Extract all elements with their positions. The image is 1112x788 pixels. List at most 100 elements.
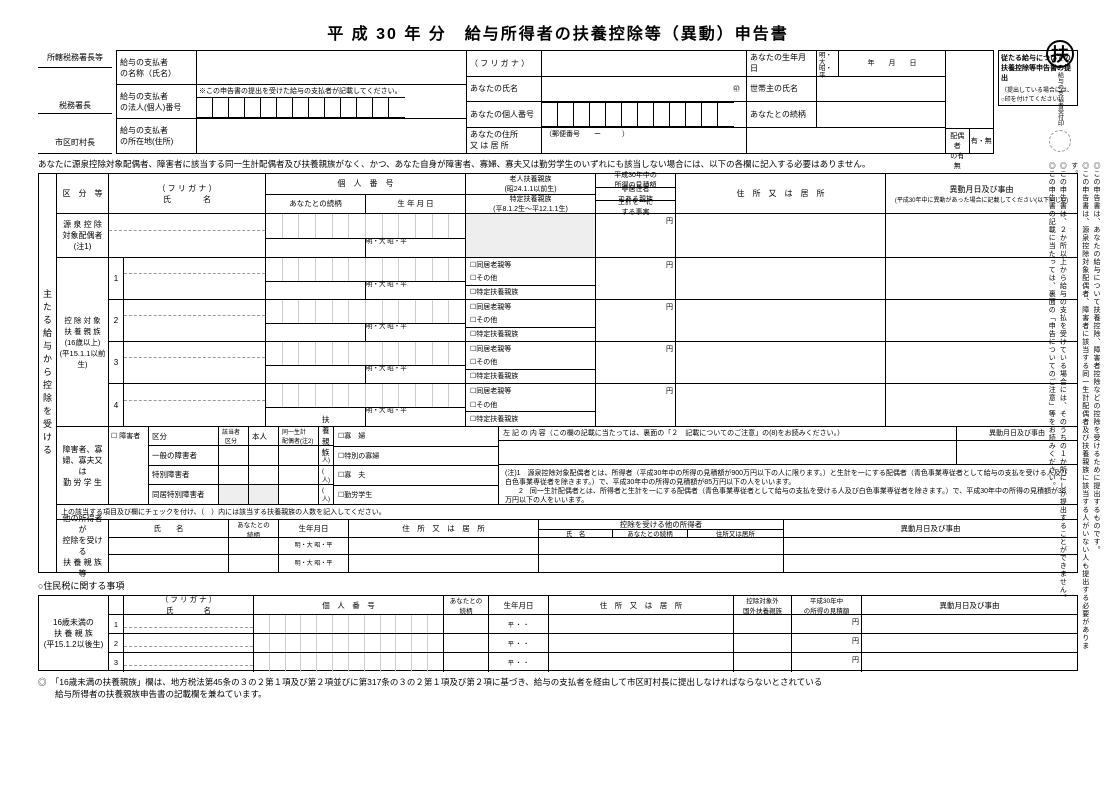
tax-label: 16歳未満の 扶 養 親 族 (平15.1.2以後生) [39, 596, 109, 670]
stamp-label: 給与の支払者受付印 [1056, 72, 1065, 126]
hc-birth: 生 年 月 日 [366, 195, 465, 214]
tax-row-1[interactable]: 1平 ・ ・円 [109, 615, 1077, 634]
tx-h-change: 異動月日及び事由 [862, 596, 1077, 614]
tx-h-addr: 住 所 又 は 居 所 [549, 596, 734, 614]
payer-num-field[interactable]: ※この申告書の提出を受けた給与の支払者が記載してください。 [197, 85, 466, 118]
payer-name-lbl: 給与の支払者 の名称（氏名） [117, 51, 197, 84]
tax-row-2[interactable]: 2平 ・ ・円 [109, 634, 1077, 653]
furigana-field[interactable] [542, 51, 746, 76]
payer-addr-lbl: 給与の支払者 の所在地(住所) [117, 119, 197, 153]
dep-idx-4: 4 [109, 384, 124, 426]
sec-b-label: 控 除 対 象 扶 養 親 族 (16歳以上) (平15.1.1以前生) [57, 258, 109, 426]
sec-a-label: 源 泉 控 除 対象配偶者 (注1) [57, 214, 109, 257]
tx-h-exempt: 控除対象外 国外扶養親族 [734, 596, 792, 614]
payer-num-note: ※この申告書の提出を受けた給与の支払者が記載してください。 [197, 85, 466, 97]
c-th-3: 同一生計 配偶者(注2) [279, 427, 319, 445]
b1-addr[interactable] [676, 258, 886, 299]
hc-est: 平成30年中の 所得の見積額 非居住者 である親族 生計を一に する事実 [596, 174, 676, 213]
b1-num[interactable]: 明・大 昭・平 [266, 258, 466, 299]
hc-kojin: 個 人 番 号 あなたとの続柄 生 年 月 日 [266, 174, 466, 213]
receipt-stamp-area [1049, 130, 1071, 152]
headrel-field[interactable] [817, 102, 945, 127]
era-opts[interactable]: 明・大 昭・平 [817, 51, 839, 76]
header-main: 給与の支払者 の名称（氏名） 給与の支払者 の法人(個人)番号 ※この申告書の提… [116, 50, 994, 154]
d-row-2[interactable]: 明・大 昭・平 [109, 555, 1077, 572]
c-widow-chks[interactable]: 寡 婦 特別の寡婦 寡 夫 勤労学生 [334, 427, 498, 504]
a-num[interactable]: 明・大 昭・平 [266, 214, 466, 257]
dep-row-4[interactable]: 4 明・大 昭・平 同居老親等その他特定扶養親族 円 [109, 384, 1077, 426]
spouse-col: 配偶者 の有無 有・無 [945, 51, 993, 153]
dep-row-2[interactable]: 2 明・大 昭・平 同居老親等その他特定扶養親族 円 [109, 300, 1077, 342]
c-disability-table: 区分 該当者 区分 本人 同一生計 配偶者(注2) 扶養親族 一般の障害者( 人… [149, 427, 334, 504]
dep-idx-3: 3 [109, 342, 124, 383]
main-table: 主たる給与から控除を受ける 区 分 等 （ フ リ ガ ナ ） 氏 名 個 人 … [38, 173, 1078, 573]
payer-name-field[interactable] [197, 51, 466, 84]
b1-cls[interactable]: 同居老親等その他特定扶養親族 [466, 258, 596, 299]
stamp-circle: 扶 [1046, 40, 1074, 68]
section-b: 控 除 対 象 扶 養 親 族 (16歳以上) (平15.1.1以前生) 1 明… [57, 258, 1077, 427]
yournum-field[interactable] [542, 102, 746, 127]
c-th-2: 本人 [249, 427, 279, 445]
col-headers: 区 分 等 （ フ リ ガ ナ ） 氏 名 個 人 番 号 あなたとの続柄 生 … [57, 174, 1077, 214]
right-margin: 扶 給与の支払者受付印 ◎この申告書は、あなたの給与について扶養控除、障害者控除… [1046, 40, 1074, 690]
yournum-lbl: あなたの個人番号 [467, 102, 542, 127]
office-lbl-3: 市区町村長 [38, 114, 112, 150]
sec-c-right: 左 記 の 内 容（この欄の記載に当たっては、裏面の「２ 記載についてのご注意」… [499, 427, 1077, 504]
your-info-col: （ フ リ ガ ナ ） あなたの氏名 ㊞ あなたの個人番号 あな [467, 51, 747, 153]
spouse-lbl: 配偶者 の有無 [946, 129, 970, 154]
c-content-field[interactable] [499, 441, 957, 464]
a-addr[interactable] [676, 214, 886, 257]
instruction-line: あなたに源泉控除対象配偶者、障害者に該当する同一生計配偶者及び扶養親族がなく、か… [38, 154, 1078, 173]
b1-name[interactable] [124, 258, 266, 299]
d-h3: 住 所 又 は 居 所 [349, 520, 539, 537]
d-h5: 異動月日及び事由 [784, 520, 1077, 537]
sec-b-rows: 1 明・大 昭・平 同居老親等その他特定扶養親族 円 2 明・大 昭・平 同居老… [109, 258, 1077, 426]
residents-tax-title: ○住民税に関する事項 [38, 579, 1078, 592]
sec-c-left: 障害者 区分 該当者 区分 本人 同一生計 配偶者(注2) 扶養親族 一般の障害… [109, 427, 499, 504]
tx-h-num: 個 人 番 号 [254, 596, 444, 614]
payer-addr-field[interactable] [197, 119, 466, 153]
a-est[interactable]: 円 [596, 214, 676, 257]
head-field[interactable] [817, 77, 945, 102]
hc-addr: 住 所 又 は 居 所 [676, 174, 886, 213]
hc-fact: 生計を一に する事実 [596, 200, 675, 213]
footer-note: ◎ 「16歳未満の扶養親族」欄は、地方税法第45条の３の２第１項及び第２項並びに… [38, 677, 1078, 701]
head-lbl: 世帯主の氏名 [747, 77, 817, 102]
right-info-col: あなたの生年月日 明・大 昭・平 年 月 日 世帯主の氏名 あなたとの続柄 [747, 51, 945, 153]
headrel-lbl: あなたとの続柄 [747, 102, 817, 127]
d-row-1[interactable]: 明・大 昭・平 [109, 538, 1077, 555]
c-th-4: 扶養親族 [319, 427, 333, 445]
form-title: 平 成 30 年 分 給与所得者の扶養控除等（異動）申告書 [38, 20, 1078, 44]
c-notes: (注)1 源泉控除対象配偶者とは、所得者（平成30年中の所得の見積額が900万円… [499, 465, 1077, 509]
sec-d-body: 氏 名 あなたとの 続柄 生年月日 住 所 又 は 居 所 控除を受ける他の所得… [109, 520, 1077, 572]
hc-tsuzuki: あなたとの続柄 [266, 195, 366, 214]
sec-a-body[interactable]: 明・大 昭・平 円 [109, 214, 1077, 257]
c-disability-chk[interactable]: 障害者 [109, 427, 149, 504]
payer-col: 給与の支払者 の名称（氏名） 給与の支払者 の法人(個人)番号 ※この申告書の提… [117, 51, 467, 153]
dep-row-3[interactable]: 3 明・大 昭・平 同居老親等その他特定扶養親族 円 [109, 342, 1077, 384]
residents-tax-table: 16歳未満の 扶 養 親 族 (平15.1.2以後生) （ フ リ ガ ナ ） … [38, 595, 1078, 671]
a-name[interactable] [109, 214, 266, 257]
hc-kojin-lbl: 個 人 番 号 [266, 174, 465, 194]
birth-field[interactable]: 年 月 日 [839, 51, 945, 76]
b1-est[interactable]: 円 [596, 258, 676, 299]
hc-kubun: 区 分 等 [57, 174, 109, 213]
a-classification-na [466, 214, 596, 257]
yourname-lbl: あなたの氏名 [467, 77, 542, 102]
payer-num-lbl: 給与の支払者 の法人(個人)番号 [117, 85, 197, 118]
yourname-field[interactable]: ㊞ [542, 77, 746, 102]
tx-h-birth: 生年月日 [489, 596, 549, 614]
hc-change-lbl: 異動月日及び事由 [950, 184, 1014, 195]
d-h4: 控除を受ける他の所得者 氏 名 あなたとの続柄 住所又は居所 [539, 520, 784, 537]
tax-row-3[interactable]: 3平 ・ ・円 [109, 653, 1077, 672]
sec-d-label: 他の所得者が 控除を受ける 扶 養 親 族 等 [57, 520, 109, 572]
d-h2: 生年月日 [279, 520, 349, 537]
furigana-lbl: （ フ リ ガ ナ ） [467, 51, 542, 76]
dep-row-1[interactable]: 1 明・大 昭・平 同居老親等その他特定扶養親族 円 [109, 258, 1077, 300]
section-d: 他の所得者が 控除を受ける 扶 養 親 族 等 氏 名 あなたとの 続柄 生年月… [57, 520, 1077, 572]
youraddr-field[interactable]: （郵便番号 ー ） [542, 128, 746, 154]
sec-c-label: 障害者、寡 婦、寡夫又は 勤 労 学 生 [57, 427, 109, 504]
tx-h-name: （ フ リ ガ ナ ） 氏 名 [124, 596, 254, 614]
spouse-val[interactable]: 有・無 [970, 129, 994, 154]
hc-furigana: （ フ リ ガ ナ ） 氏 名 [109, 174, 266, 213]
